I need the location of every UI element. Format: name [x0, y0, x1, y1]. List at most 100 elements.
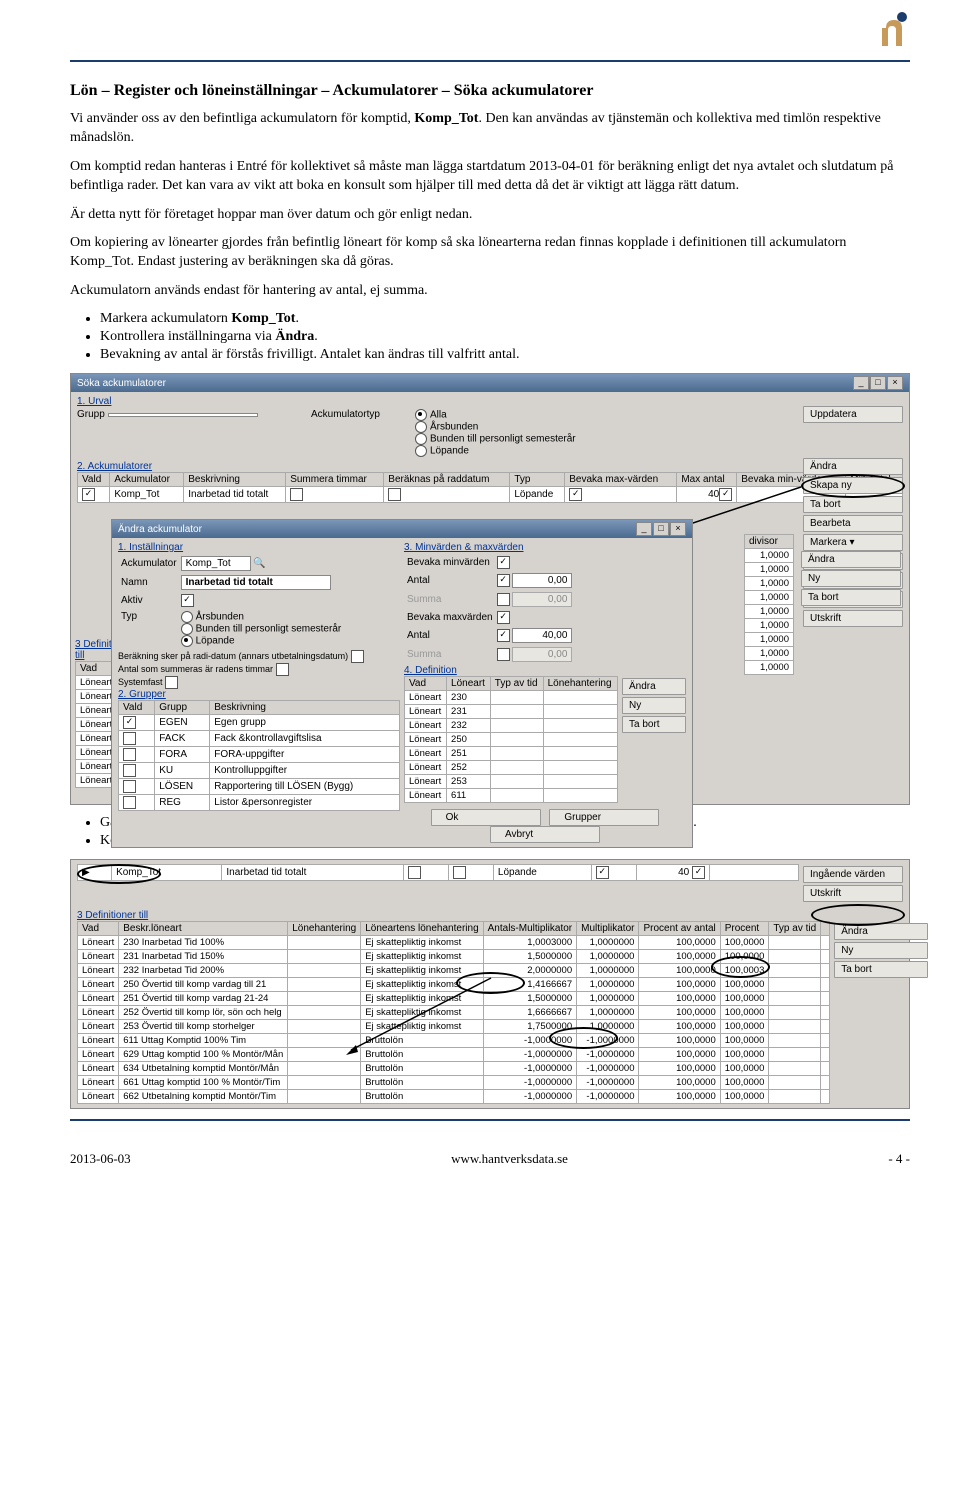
c: Komp_Tot	[112, 865, 222, 881]
grupp-input[interactable]	[108, 413, 258, 417]
cell: 40✓	[677, 487, 737, 503]
l: Typ	[120, 610, 178, 648]
t: Löpande	[196, 636, 235, 647]
l: Summa	[406, 591, 494, 608]
t: Komp_Tot	[231, 311, 295, 326]
bullet-3: Bevakning av antal är förstås frivilligt…	[100, 347, 910, 363]
button[interactable]: Utskrift	[803, 610, 903, 627]
l: Summa	[406, 646, 494, 663]
l: Bevaka minvärden	[406, 555, 494, 570]
window-buttons[interactable]: _□×	[635, 522, 686, 536]
button[interactable]: Skapa ny	[803, 477, 903, 494]
l: Ackumulator	[120, 555, 178, 572]
cell: Komp_Tot	[110, 487, 184, 503]
cell: Löpande	[510, 487, 565, 503]
dialog-andra-ackumulator: Ändra ackumulator _□× 1. Inställningar A…	[111, 519, 693, 848]
t: Markera ackumulatorn	[100, 311, 231, 326]
t: 40	[708, 489, 719, 500]
l: Antal	[406, 572, 494, 589]
f[interactable]: 0,00	[512, 573, 572, 588]
c[interactable]: ✓	[497, 556, 510, 569]
ok-button[interactable]: Ok	[431, 809, 541, 826]
c: Inarbetad tid totalt	[222, 865, 404, 881]
t: .	[314, 329, 318, 344]
t: Ändra	[275, 329, 314, 344]
c[interactable]	[351, 650, 364, 663]
screenshot-sok-ackumulatorer: Söka ackumulatorer _□× 1. Urval Grupp Ac…	[70, 373, 910, 805]
titlebar: Söka ackumulatorer _□×	[71, 374, 909, 392]
t: Alla	[430, 410, 447, 421]
t: Beräkning sker på radi-datum (annars utb…	[118, 651, 348, 661]
t: Kontrollera inställningarna via	[100, 329, 275, 344]
radio-bunden[interactable]	[415, 433, 427, 445]
window-buttons[interactable]: _□×	[852, 376, 903, 390]
radio-lop[interactable]	[415, 445, 427, 457]
section: 4. Definition	[404, 665, 686, 676]
radio-alla[interactable]	[415, 409, 427, 421]
avbryt-button[interactable]: Avbryt	[490, 826, 600, 843]
page-title: Lön – Register och löneinställningar – A…	[70, 82, 910, 100]
section: 3 Definitioner till	[77, 910, 903, 921]
section-1: 1. Urval	[77, 396, 903, 407]
divisor-table: divisor1,00001,00001,00001,00001,00001,0…	[744, 534, 794, 675]
label-grupp: Grupp	[77, 409, 105, 420]
r[interactable]	[181, 623, 193, 635]
section: 2. Grupper	[118, 689, 400, 700]
window-title: Söka ackumulatorer	[77, 378, 166, 389]
radio-ars[interactable]	[415, 421, 427, 433]
t: .	[295, 311, 299, 326]
r[interactable]	[181, 611, 193, 623]
t: Årsbunden	[430, 422, 478, 433]
t: Systemfast	[118, 677, 163, 687]
screenshot-definitioner: ▶ Komp_Tot Inarbetad tid totalt Löpande …	[70, 859, 910, 1109]
window-title: Ändra ackumulator	[118, 524, 202, 535]
f: 0,00	[512, 592, 572, 607]
c[interactable]	[165, 676, 178, 689]
r[interactable]	[181, 635, 193, 647]
button[interactable]: Bearbeta	[803, 515, 903, 532]
para-2: Om komptid redan hanteras i Entré för ko…	[70, 158, 910, 196]
t: Komp_Tot	[414, 111, 478, 126]
t: Årsbunden	[196, 612, 244, 623]
t: Antal som summeras är radens timmar	[118, 664, 273, 674]
para-3: Är detta nytt för företaget hoppar man ö…	[70, 206, 910, 225]
t: Vi använder oss av den befintliga ackumu…	[70, 111, 414, 126]
f[interactable]: Komp_Tot	[181, 556, 251, 571]
l: Antal	[406, 627, 494, 644]
chk[interactable]: ✓	[181, 594, 194, 607]
logo	[882, 10, 910, 54]
t: Bunden till personligt semesterår	[430, 434, 576, 445]
button[interactable]: Ta bort	[803, 496, 903, 513]
t: Bunden till personligt semesterår	[196, 624, 342, 635]
t: Löpande	[430, 446, 469, 457]
definition-table[interactable]: VadLöneartTyp av tidLönehanteringLöneart…	[404, 676, 618, 803]
button[interactable]: Ändra	[803, 458, 903, 475]
grupper-table[interactable]: ValdGruppBeskrivning✓EGENEgen gruppFACKF…	[118, 700, 400, 811]
f[interactable]: Inarbetad tid totalt	[181, 575, 331, 590]
para-1: Vi använder oss av den befintliga ackumu…	[70, 110, 910, 148]
grupper-button[interactable]: Grupper	[549, 809, 659, 826]
l: Namn	[120, 574, 178, 591]
footer-url: www.hantverksdata.se	[451, 1151, 568, 1167]
section-2: 2. Ackumulatorer	[77, 461, 903, 472]
f[interactable]: 40,00	[512, 628, 572, 643]
para-4: Om kopiering av lönearter gjordes från b…	[70, 234, 910, 272]
section: 3. Minvärden & maxvärden	[404, 542, 686, 553]
l: Bevaka maxvärden	[406, 610, 494, 625]
c[interactable]	[276, 663, 289, 676]
rule-top	[70, 60, 910, 62]
section: 1. Inställningar	[118, 542, 400, 553]
bullet-2: Kontrollera inställningarna via Ändra.	[100, 329, 910, 345]
definitioner-table[interactable]: VadBeskr.löneartLönehanteringLöneartens …	[77, 921, 830, 1104]
c: Löpande	[493, 865, 591, 881]
para-5: Ackumulatorn används endast för hanterin…	[70, 282, 910, 301]
l: Aktiv	[120, 593, 178, 608]
footer-page: - 4 -	[888, 1151, 910, 1167]
label-ack-typ: Ackumulatortyp	[311, 409, 411, 420]
bullet-1: Markera ackumulatorn Komp_Tot.	[100, 311, 910, 327]
t: 40	[678, 867, 689, 878]
ackumulatorer-table[interactable]: ValdAckumulatorBeskrivningSummera timmar…	[77, 472, 903, 503]
rule-bottom	[70, 1119, 910, 1121]
f: 0,00	[512, 647, 572, 662]
c[interactable]: ✓	[497, 611, 510, 624]
